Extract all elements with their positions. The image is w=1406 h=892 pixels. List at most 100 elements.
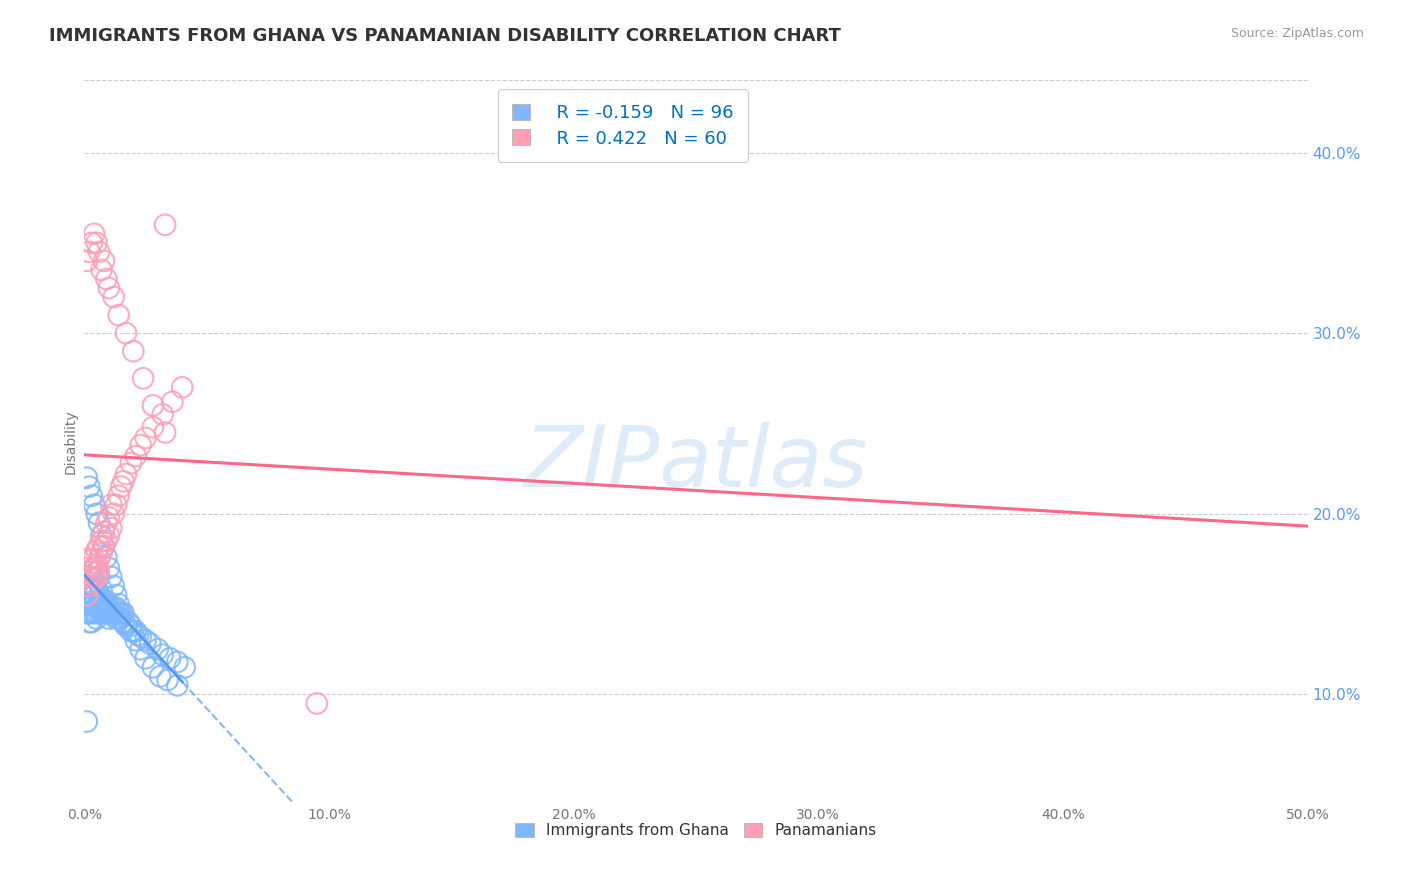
Point [100, 570, 122, 584]
Point [97, 281, 120, 295]
Point [76, 606, 98, 620]
Point [146, 642, 169, 657]
Point [103, 579, 125, 593]
Point [87, 565, 110, 579]
Point [83, 597, 105, 611]
Y-axis label: Disability: Disability [63, 409, 77, 474]
Point [129, 438, 152, 452]
Point [97, 600, 120, 615]
Point [115, 619, 138, 633]
Point [90, 528, 112, 542]
Legend: Immigrants from Ghana, Panamanians: Immigrants from Ghana, Panamanians [508, 815, 884, 846]
Point [83, 227, 105, 241]
Point [77, 480, 100, 494]
Point [105, 600, 128, 615]
Point [86, 235, 108, 250]
Point [80, 552, 103, 566]
Point [87, 593, 110, 607]
Point [90, 582, 112, 597]
Point [125, 449, 148, 463]
Point [103, 507, 125, 521]
Point [97, 611, 120, 625]
Point [112, 606, 135, 620]
Point [120, 624, 142, 639]
Point [110, 606, 132, 620]
Point [107, 597, 129, 611]
Point [120, 619, 142, 633]
Point [87, 552, 110, 566]
Point [83, 579, 105, 593]
Point [90, 606, 112, 620]
Point [125, 633, 148, 648]
Point [80, 565, 103, 579]
Point [87, 244, 110, 259]
Point [77, 552, 100, 566]
Point [90, 263, 112, 277]
Point [80, 606, 103, 620]
Point [112, 615, 135, 630]
Point [153, 425, 176, 440]
Point [122, 624, 145, 639]
Point [142, 420, 165, 434]
Point [86, 542, 108, 557]
Point [142, 660, 165, 674]
Point [87, 570, 110, 584]
Point [112, 475, 135, 489]
Point [80, 579, 103, 593]
Point [135, 651, 157, 665]
Point [97, 528, 120, 542]
Point [86, 606, 108, 620]
Point [115, 619, 138, 633]
Point [86, 570, 108, 584]
Point [115, 326, 138, 341]
Point [86, 507, 108, 521]
Point [77, 579, 100, 593]
Point [100, 498, 122, 512]
Point [125, 624, 148, 639]
Point [173, 660, 195, 674]
Point [86, 558, 108, 572]
Point [100, 600, 122, 615]
Point [96, 600, 118, 615]
Point [96, 516, 118, 530]
Point [76, 597, 98, 611]
Point [122, 344, 145, 359]
Point [93, 539, 115, 553]
Point [149, 669, 172, 683]
Point [135, 431, 157, 445]
Point [107, 489, 129, 503]
Point [90, 533, 112, 548]
Point [83, 588, 105, 602]
Point [80, 588, 103, 602]
Point [159, 651, 181, 665]
Point [76, 253, 98, 268]
Point [80, 597, 103, 611]
Point [97, 510, 120, 524]
Point [107, 606, 129, 620]
Point [77, 570, 100, 584]
Point [87, 539, 110, 553]
Point [86, 593, 108, 607]
Point [83, 606, 105, 620]
Point [80, 575, 103, 590]
Point [153, 218, 176, 232]
Point [77, 615, 100, 630]
Point [129, 642, 152, 657]
Point [77, 579, 100, 593]
Point [127, 628, 149, 642]
Point [77, 570, 100, 584]
Point [103, 606, 125, 620]
Point [86, 600, 108, 615]
Point [97, 561, 120, 575]
Point [83, 561, 105, 575]
Point [96, 550, 118, 565]
Point [142, 398, 165, 412]
Point [93, 593, 115, 607]
Point [87, 516, 110, 530]
Text: Source: ZipAtlas.com: Source: ZipAtlas.com [1230, 27, 1364, 40]
Point [96, 606, 118, 620]
Text: ZIPatlas: ZIPatlas [524, 422, 868, 505]
Point [76, 588, 98, 602]
Point [87, 588, 110, 602]
Point [107, 611, 129, 625]
